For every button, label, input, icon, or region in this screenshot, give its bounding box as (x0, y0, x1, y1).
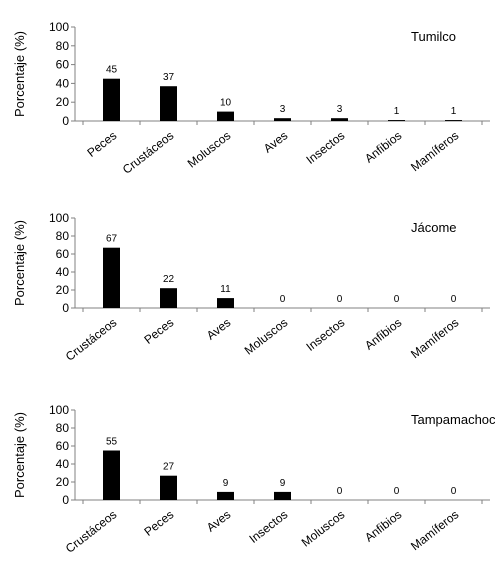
category-label: Moluscos (299, 507, 348, 549)
category-label: Moluscos (185, 128, 234, 170)
y-tick-label: 80 (56, 421, 70, 435)
category-label: Anfibios (362, 507, 404, 544)
data-label: 0 (451, 294, 457, 305)
y-tick-label: 60 (56, 439, 70, 453)
bar (103, 247, 120, 308)
category-label: Crustáceos (63, 507, 119, 555)
y-tick-label: 0 (62, 114, 69, 128)
bar (160, 86, 177, 121)
category-label: Aves (204, 315, 233, 342)
bar (331, 118, 348, 121)
category-label: Anfibios (362, 315, 404, 352)
y-tick-label: 40 (56, 76, 70, 90)
y-tick-label: 20 (56, 475, 70, 489)
y-tick-label: 40 (56, 457, 70, 471)
chart-panel-3: 0 20 40 60 80 100 Porcentaje (%) Tampamachoco 55… (12, 403, 495, 556)
data-label: 67 (106, 234, 118, 245)
bar (217, 111, 234, 121)
category-label: Mamíferos (408, 507, 461, 553)
category-label: Mamíferos (408, 315, 461, 361)
data-label: 0 (337, 294, 343, 305)
data-label: 0 (280, 294, 286, 305)
y-tick-label: 0 (62, 301, 69, 315)
chart-panel-2: 0 20 40 60 80 100 Porcentaje (%) Jácome 67 Crustá… (12, 211, 490, 364)
panel-title: Jácome (411, 220, 457, 235)
category-label: Insectos (247, 507, 291, 546)
y-tick-label: 60 (56, 247, 70, 261)
data-label: 9 (280, 478, 286, 489)
chart-panel-1: 0 20 40 60 80 100 Porcentaje (%) Tumilco 45 Peces… (12, 20, 490, 177)
y-tick-label: 80 (56, 229, 70, 243)
data-label: 45 (106, 65, 118, 76)
data-label: 9 (223, 478, 229, 489)
data-label: 1 (394, 106, 400, 117)
data-label: 22 (163, 274, 175, 285)
category-label: Peces (141, 315, 176, 347)
data-label: 0 (394, 486, 400, 497)
data-label: 3 (337, 104, 343, 115)
data-label: 0 (394, 294, 400, 305)
panel-title: Tumilco (411, 29, 456, 44)
data-label: 1 (451, 106, 457, 117)
category-label: Aves (261, 128, 290, 155)
y-tick-label: 100 (49, 20, 69, 34)
y-tick-label: 60 (56, 58, 70, 72)
bar (160, 475, 177, 500)
bar (445, 120, 462, 121)
data-label: 11 (220, 284, 231, 295)
data-label: 0 (451, 486, 457, 497)
y-axis-title: Porcentaje (%) (12, 412, 27, 498)
category-label: Peces (84, 128, 119, 160)
bar (160, 288, 177, 308)
y-tick-label: 20 (56, 283, 70, 297)
data-label: 10 (220, 98, 232, 109)
category-label: Crustáceos (120, 128, 176, 176)
category-label: Mamíferos (408, 128, 461, 174)
category-label: Anfibios (362, 128, 404, 165)
y-axis-title: Porcentaje (%) (12, 220, 27, 306)
category-label: Crustáceos (63, 315, 119, 363)
y-tick-label: 100 (49, 403, 69, 417)
bar (274, 491, 291, 500)
data-label: 27 (163, 462, 175, 473)
y-axis-title: Porcentaje (%) (12, 31, 27, 117)
bar (274, 118, 291, 121)
data-label: 37 (163, 72, 175, 83)
bar (217, 298, 234, 308)
bar (388, 120, 405, 121)
category-label: Insectos (304, 128, 348, 167)
bar (103, 450, 120, 500)
category-label: Insectos (304, 315, 348, 354)
bar (103, 78, 120, 121)
data-label: 0 (337, 486, 343, 497)
data-label: 3 (280, 104, 286, 115)
y-tick-label: 20 (56, 95, 70, 109)
y-tick-label: 0 (62, 493, 69, 507)
category-label: Moluscos (242, 315, 291, 357)
category-label: Aves (204, 507, 233, 534)
category-label: Peces (141, 507, 176, 539)
y-tick-label: 80 (56, 39, 70, 53)
y-tick-label: 100 (49, 211, 69, 225)
panel-title: Tampamachoco (411, 412, 495, 427)
bar (217, 491, 234, 500)
data-label: 55 (106, 437, 118, 448)
y-tick-label: 40 (56, 265, 70, 279)
